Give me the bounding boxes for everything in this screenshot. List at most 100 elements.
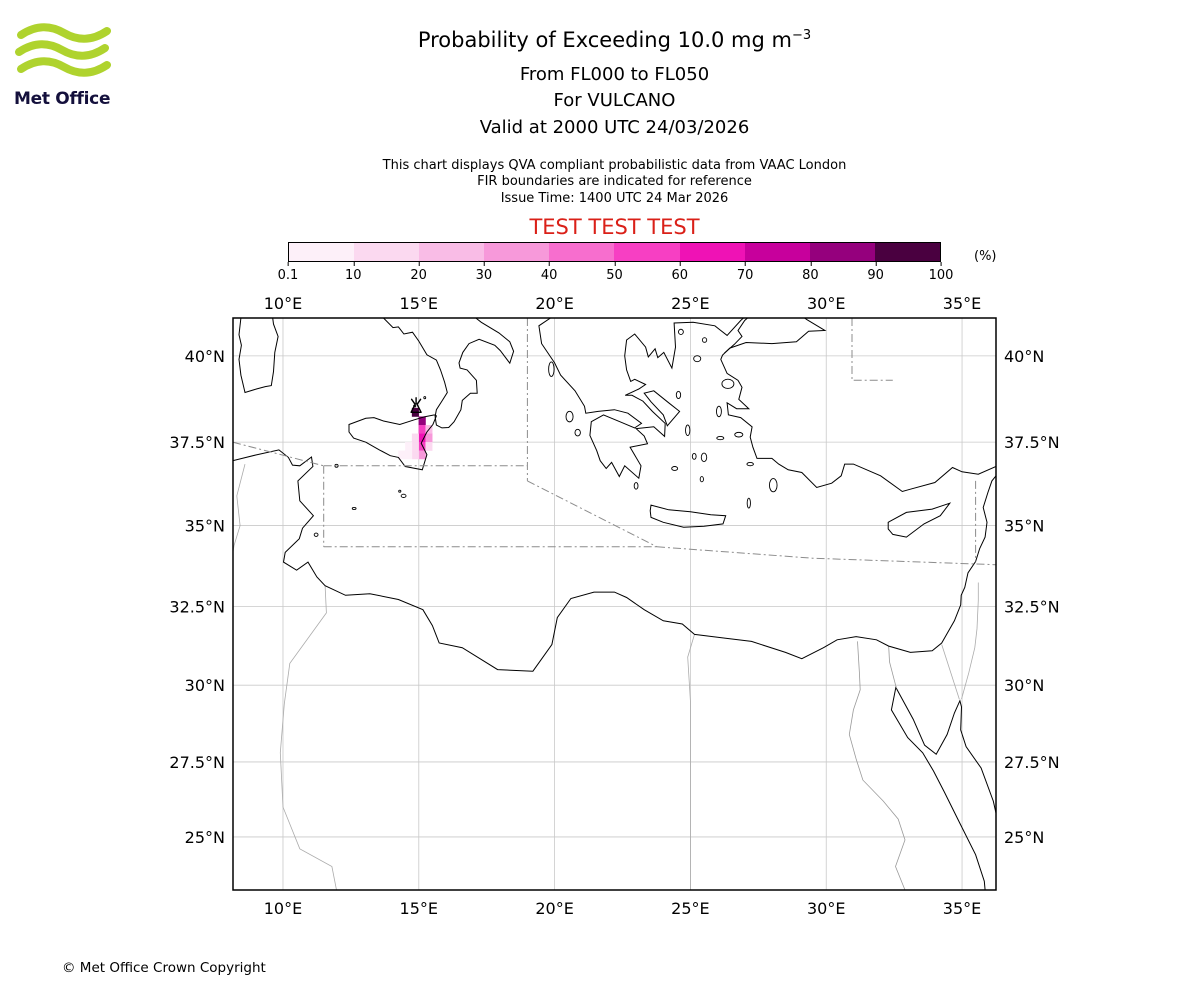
probability-cell	[411, 450, 419, 460]
colorbar-tick-label: 10	[345, 262, 362, 283]
lon-label-top: 30°E	[807, 294, 845, 313]
country-border	[941, 644, 960, 700]
island-coastline	[887, 502, 952, 538]
island	[675, 390, 682, 399]
island	[721, 378, 735, 389]
valid-time-line: Valid at 2000 UTC 24/03/2026	[479, 117, 750, 138]
island	[716, 435, 725, 441]
chart-title: Probability of Exceeding 10.0 mg m−3	[233, 28, 996, 52]
island	[700, 452, 708, 463]
colorbar-segment	[614, 243, 680, 261]
island	[671, 466, 679, 471]
island	[574, 428, 581, 437]
lat-label-left: 32.5°N	[169, 597, 225, 616]
coastline	[538, 318, 744, 480]
lat-label-left: 37.5°N	[169, 433, 225, 452]
chart-title-exponent: −3	[791, 28, 812, 43]
fir-boundary	[656, 546, 996, 566]
probability-cell	[418, 424, 426, 434]
lon-label-top: 25°E	[671, 294, 709, 313]
lat-label-right: 35°N	[1004, 517, 1044, 536]
map-layers	[233, 318, 996, 890]
river	[888, 646, 897, 687]
colorbar-tick-label: 80	[802, 262, 819, 283]
island	[313, 532, 319, 537]
colorbar: 0.1 10 20 30 40 50 60 70 80 90 100 (%)	[278, 242, 997, 284]
lon-label-bottom: 10°E	[264, 899, 302, 918]
island	[685, 424, 691, 436]
island	[691, 452, 697, 460]
coastline	[720, 318, 996, 493]
colorbar-segment	[744, 243, 810, 261]
lat-label-left: 40°N	[185, 347, 225, 366]
island	[746, 497, 751, 509]
coastline	[383, 318, 515, 429]
island	[678, 328, 684, 335]
island	[699, 476, 704, 483]
lon-label-bottom: 35°E	[943, 899, 981, 918]
lon-label-bottom: 20°E	[535, 899, 573, 918]
coastline	[233, 449, 996, 672]
lon-label-bottom: 15°E	[400, 899, 438, 918]
island	[633, 482, 639, 490]
lat-label-right: 40°N	[1004, 347, 1044, 366]
probability-cell	[398, 450, 406, 460]
lon-label-bottom: 25°E	[671, 899, 709, 918]
coastline	[724, 318, 748, 354]
island-coastline	[643, 390, 681, 427]
lat-label-left: 35°N	[185, 517, 225, 536]
island	[701, 337, 708, 343]
fir-boundary	[851, 318, 893, 381]
colorbar-segment	[419, 243, 485, 261]
country-border	[279, 585, 337, 890]
island	[734, 431, 744, 438]
colorbar-segments	[288, 242, 941, 262]
island	[351, 507, 357, 510]
fir-note: FIR boundaries are indicated for referen…	[477, 174, 752, 189]
island	[423, 396, 427, 400]
colorbar-tick-label: 30	[475, 262, 493, 283]
volcano-marker	[410, 397, 422, 413]
lon-label-top: 15°E	[400, 294, 438, 313]
colorbar-segment	[809, 243, 875, 261]
colorbar-tick-label: 0.1	[277, 262, 299, 283]
lat-label-right: 32.5°N	[1004, 597, 1060, 616]
lon-label-top: 20°E	[535, 294, 573, 313]
colorbar-segment	[354, 243, 420, 261]
lat-label-right: 37.5°N	[1004, 433, 1060, 452]
colorbar-tick-labels: 0.1 10 20 30 40 50 60 70 80 90 100	[278, 262, 953, 284]
lat-label-left: 27.5°N	[169, 753, 225, 772]
colorbar-segment	[874, 243, 940, 261]
lat-label-left: 25°N	[185, 828, 225, 847]
coastline	[238, 318, 279, 394]
island	[746, 462, 754, 467]
lat-label-right: 30°N	[1004, 676, 1044, 695]
colorbar-tick-label: 50	[606, 262, 623, 283]
volcano-glyph	[410, 397, 422, 413]
lon-label-top: 10°E	[264, 294, 302, 313]
met-office-logo-waves	[15, 23, 111, 77]
colorbar-unit-label: (%)	[974, 249, 997, 264]
map-frame	[232, 317, 997, 891]
island	[398, 489, 402, 493]
colorbar-segment	[549, 243, 615, 261]
colorbar-tick-label: 70	[736, 262, 754, 283]
island	[716, 405, 722, 418]
probability-cell	[411, 433, 419, 443]
country-border	[233, 464, 246, 552]
chart-title-text: Probability of Exceeding 10.0 mg m	[417, 28, 792, 52]
flight-level-range: From FL000 to FL050	[519, 64, 710, 85]
copyright-notice: © Met Office Crown Copyright	[62, 960, 266, 976]
lat-label-left: 30°N	[185, 676, 225, 695]
island-coastline	[649, 504, 727, 528]
colorbar-segment	[679, 243, 745, 261]
island	[693, 355, 702, 363]
probability-cell	[418, 450, 426, 460]
colorbar-tick-label: 90	[867, 262, 884, 283]
island	[548, 361, 555, 377]
lat-label-right: 25°N	[1004, 828, 1044, 847]
island	[769, 478, 778, 493]
island-coastline	[348, 414, 438, 471]
